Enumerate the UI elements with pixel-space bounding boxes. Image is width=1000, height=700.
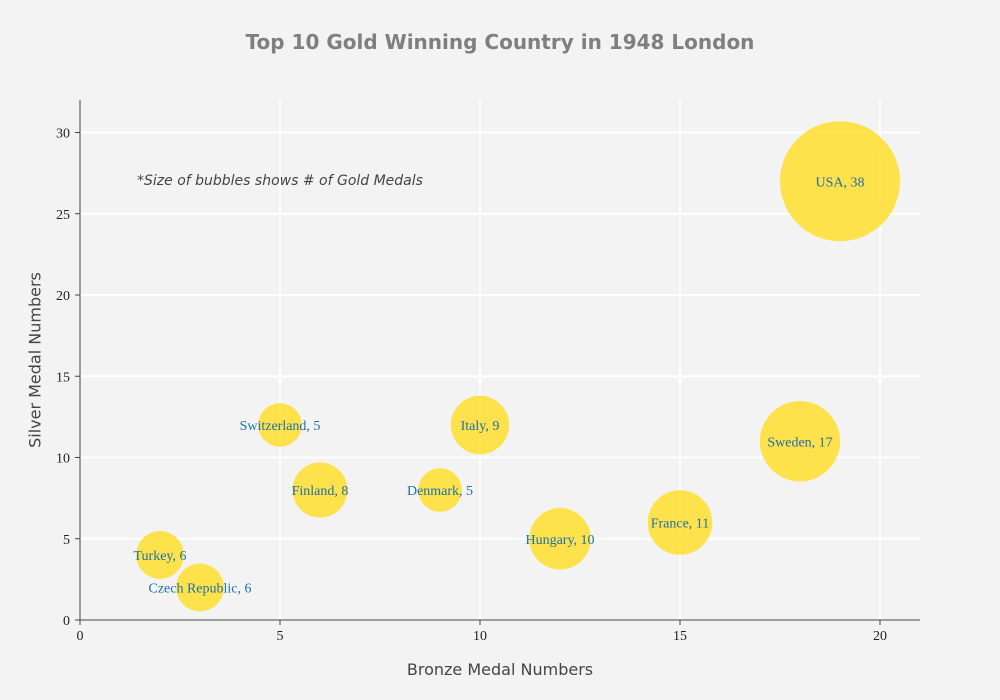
bubble-label: Czech Republic, 6 — [148, 582, 251, 597]
x-tick-label: 0 — [77, 629, 84, 644]
bubble-turkey — [136, 531, 184, 579]
y-tick-label: 30 — [56, 127, 70, 142]
y-tick-label: 20 — [56, 289, 70, 304]
x-axis-title: Bronze Medal Numbers — [406, 660, 594, 679]
bubble-label: Hungary, 10 — [525, 533, 594, 548]
bubble-label: Switzerland, 5 — [240, 419, 321, 434]
bubble-label: Finland, 8 — [292, 484, 349, 499]
bubble-hungary — [529, 507, 591, 570]
bubble-label: Sweden, 17 — [767, 435, 832, 450]
x-tick-label: 15 — [673, 629, 687, 644]
bubble-finland — [292, 462, 348, 518]
chart-title: Top 10 Gold Winning Country in 1948 Lond… — [245, 30, 755, 54]
x-tick-label: 20 — [873, 629, 887, 644]
bubble-switzerland — [258, 403, 302, 447]
y-tick-label: 15 — [56, 370, 70, 385]
bubble-label: USA, 38 — [815, 175, 864, 190]
x-tick-label: 10 — [473, 629, 487, 644]
y-tick-label: 10 — [56, 452, 70, 467]
y-tick-label: 25 — [56, 208, 70, 223]
y-tick-label: 5 — [63, 533, 70, 548]
y-axis-title: Silver Medal Numbers — [25, 272, 45, 448]
bubble-size-note: *Size of bubbles shows # of Gold Medals — [137, 173, 423, 189]
bubble-czech-republic — [176, 563, 224, 612]
x-tick-label: 5 — [277, 629, 284, 644]
bubble-sweden — [759, 401, 841, 482]
bubble-label: France, 11 — [651, 517, 710, 532]
bubble-france — [647, 490, 713, 555]
bubble-label: Italy, 9 — [461, 419, 500, 434]
bubble-label: Denmark, 5 — [407, 484, 473, 499]
bubble-italy — [450, 395, 510, 455]
bubble-usa — [780, 121, 900, 242]
bubble-label: Turkey, 6 — [133, 549, 186, 564]
bubble-denmark — [418, 468, 462, 512]
y-tick-label: 0 — [63, 614, 70, 629]
